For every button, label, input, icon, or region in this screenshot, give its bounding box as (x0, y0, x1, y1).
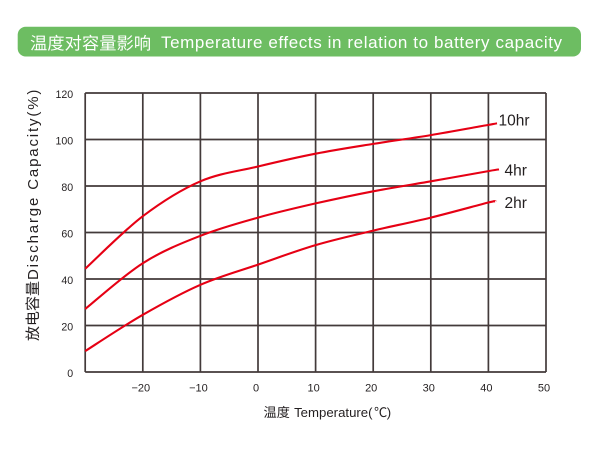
svg-text:60: 60 (61, 228, 73, 240)
svg-text:−10: −10 (189, 383, 208, 395)
svg-text:10: 10 (307, 383, 319, 395)
svg-text:120: 120 (56, 89, 74, 101)
svg-text:40: 40 (480, 383, 492, 395)
svg-text:80: 80 (61, 182, 73, 194)
svg-text:40: 40 (61, 275, 73, 287)
svg-text:Temperature(: Temperature( (294, 405, 373, 420)
svg-text:−20: −20 (131, 383, 150, 395)
svg-text:Temperature effects in relatio: Temperature effects in relation to batte… (161, 33, 563, 52)
svg-text:): ) (387, 405, 391, 420)
svg-text:20: 20 (61, 321, 73, 333)
svg-text:50: 50 (538, 383, 550, 395)
svg-text:10hr: 10hr (499, 112, 530, 129)
svg-text:20: 20 (365, 383, 377, 395)
svg-text:0: 0 (67, 368, 73, 380)
svg-text:2hr: 2hr (505, 195, 527, 212)
svg-text:4hr: 4hr (505, 162, 527, 179)
svg-text:100: 100 (56, 135, 74, 147)
svg-text:Discharge Capacity(%): Discharge Capacity(%) (25, 88, 42, 280)
svg-text:0: 0 (253, 383, 259, 395)
svg-text:30: 30 (423, 383, 435, 395)
